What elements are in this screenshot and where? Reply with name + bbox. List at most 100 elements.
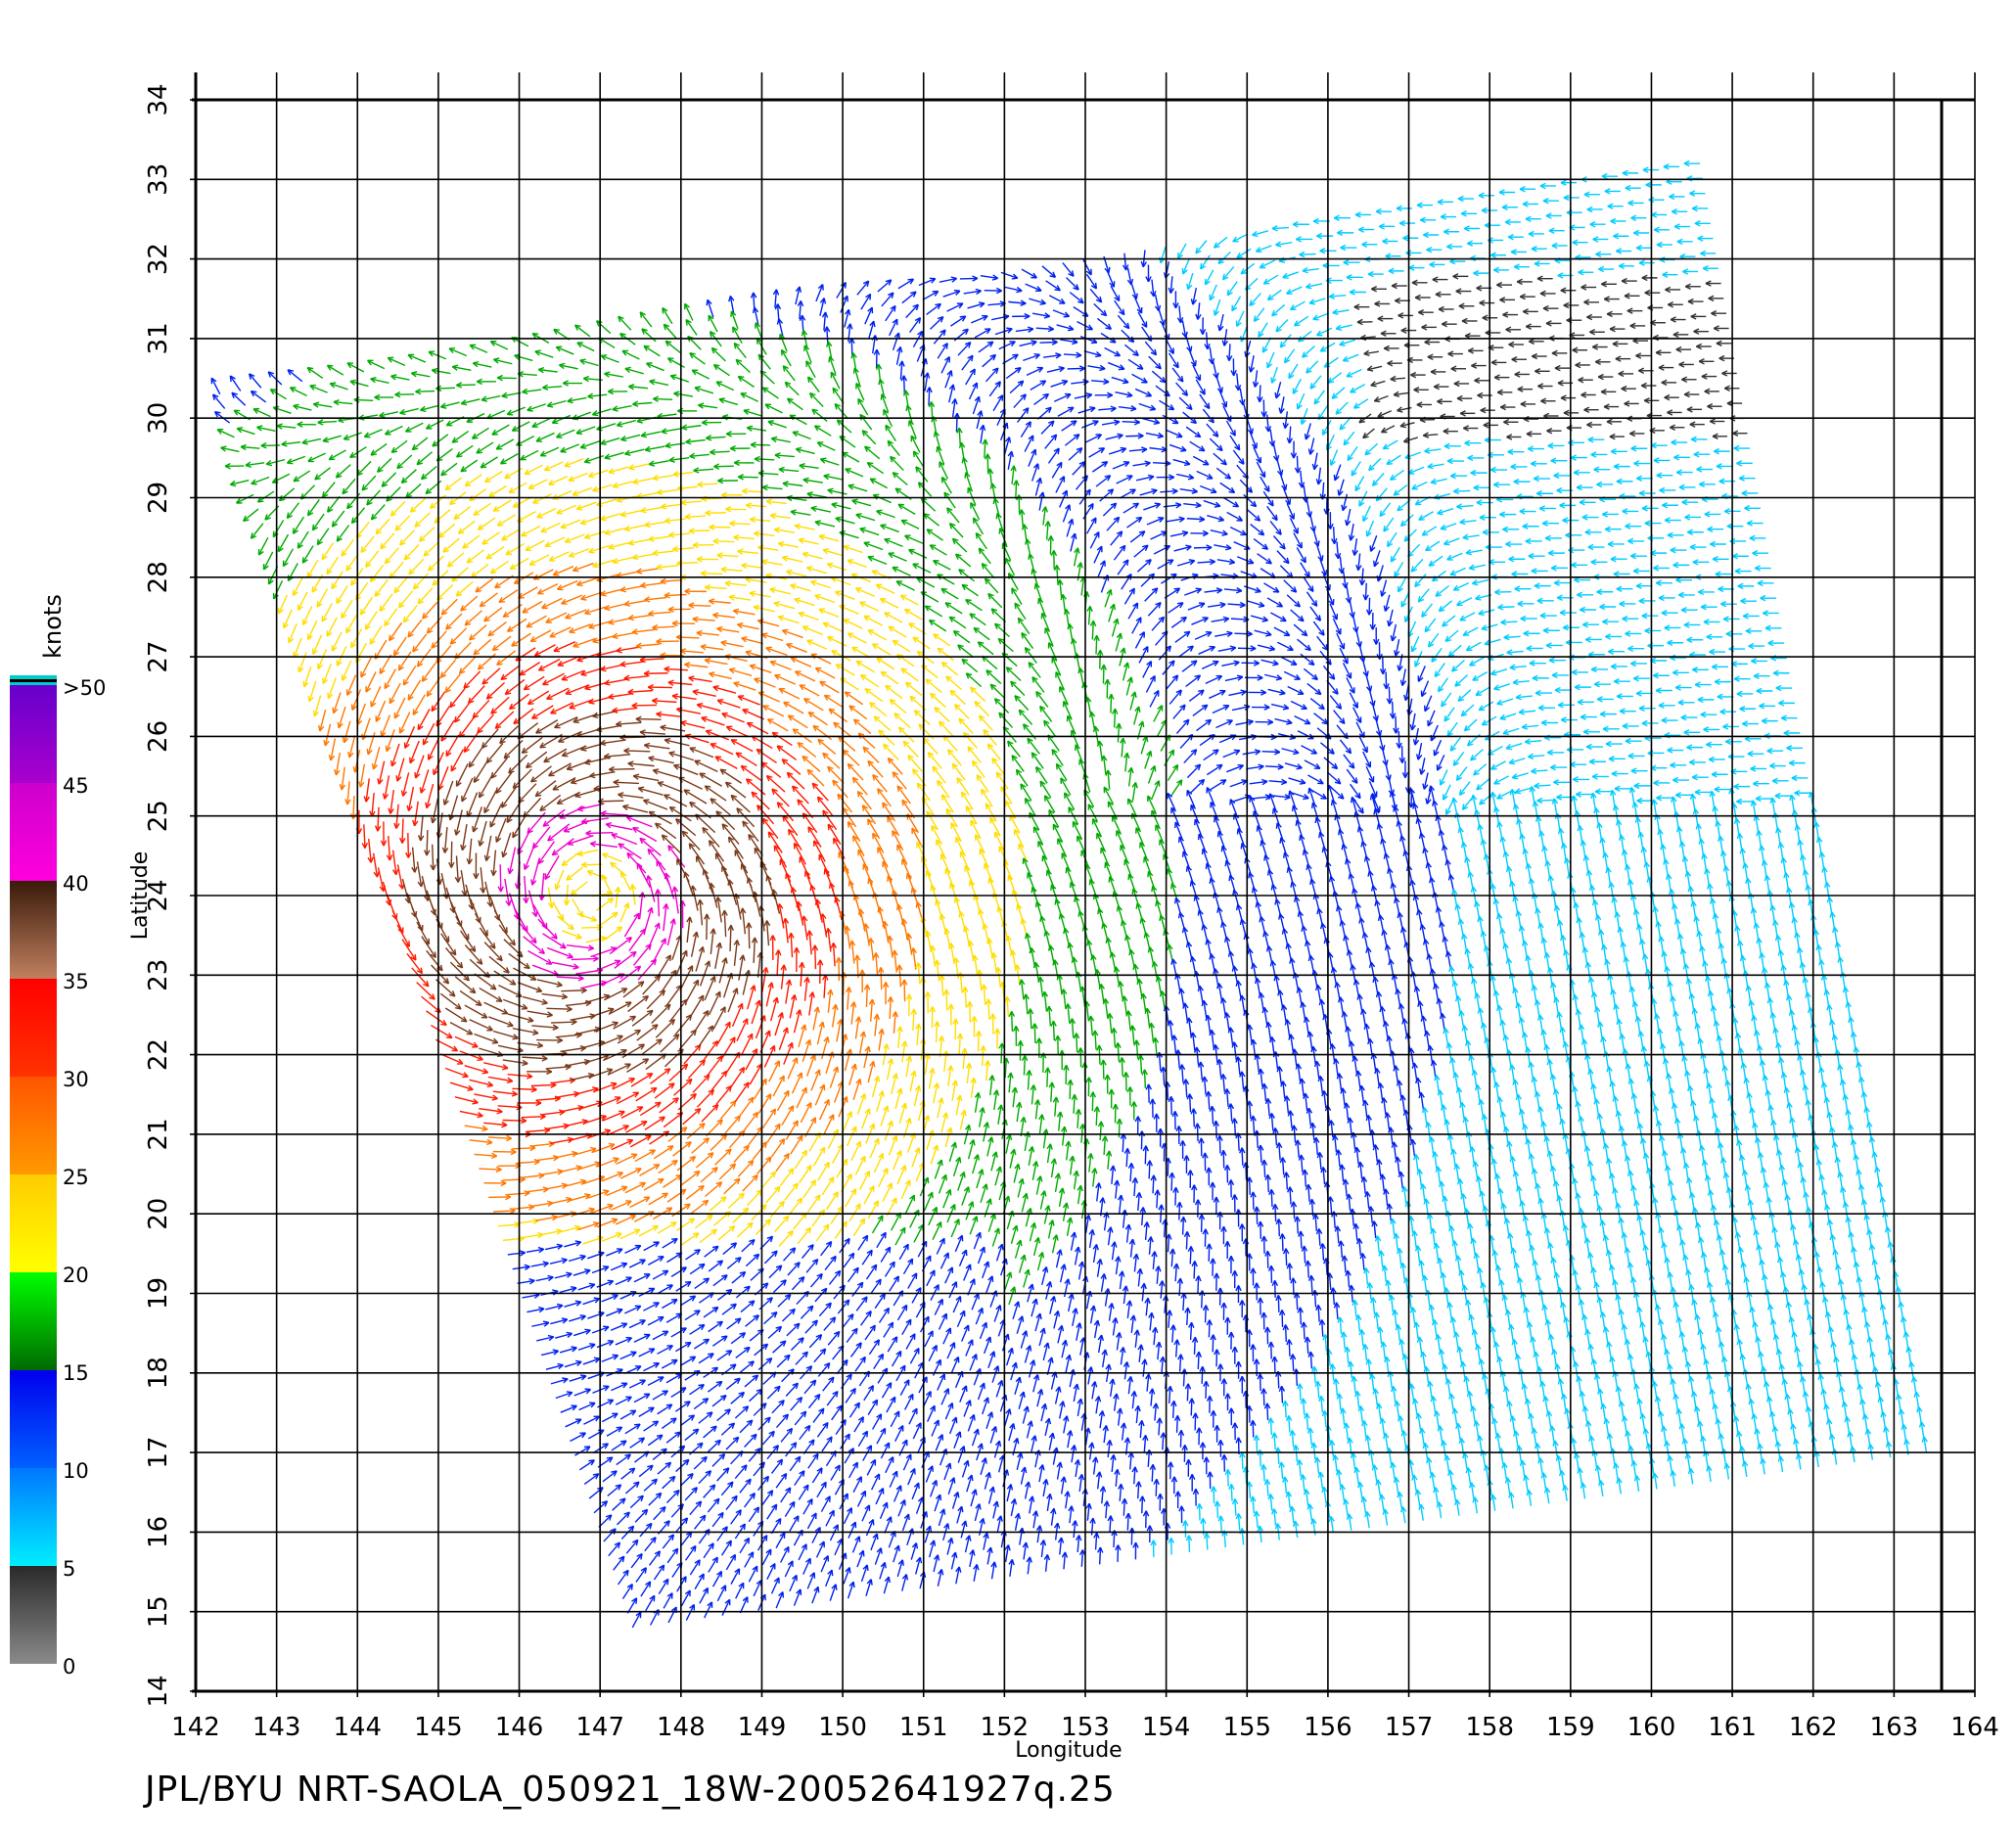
wind-vector	[1349, 1041, 1353, 1058]
wind-vector	[885, 538, 903, 546]
wind-vector	[910, 318, 921, 333]
wind-vector	[722, 713, 745, 722]
wind-vector	[337, 526, 348, 541]
wind-vector	[1189, 350, 1196, 366]
wind-vector	[569, 549, 589, 557]
wind-vector	[1217, 1288, 1222, 1306]
wind-vector	[993, 1501, 998, 1518]
wind-vector	[1267, 506, 1277, 520]
wind-vector	[406, 483, 421, 497]
wind-vector	[856, 514, 875, 521]
wind-vector	[939, 277, 957, 282]
wind-vector	[973, 1429, 979, 1446]
wind-vector	[1334, 1059, 1339, 1077]
wind-vector	[1167, 1234, 1171, 1252]
wind-vector	[880, 1562, 886, 1579]
wind-vector	[1377, 991, 1382, 1008]
wind-vector	[294, 471, 310, 482]
wind-vector	[831, 372, 840, 389]
wind-vector	[733, 1208, 749, 1222]
wind-vector	[981, 1184, 987, 1203]
wind-vector	[964, 1265, 971, 1281]
wind-vector	[938, 1569, 942, 1586]
wind-vector	[733, 327, 742, 344]
wind-vector	[620, 662, 644, 667]
wind-vector	[975, 1092, 980, 1112]
wind-vector	[1280, 1310, 1285, 1326]
wind-vector	[364, 430, 382, 437]
wind-vector	[653, 1449, 666, 1459]
wind-vector	[1387, 1035, 1392, 1052]
wind-vector	[1305, 760, 1320, 768]
wind-vector	[1419, 1261, 1424, 1277]
wind-vector	[675, 1402, 690, 1411]
wind-vector	[1237, 828, 1244, 845]
wind-vector	[555, 1212, 576, 1218]
wind-vector	[1104, 1213, 1109, 1231]
wind-vector	[734, 682, 756, 690]
wind-vector	[211, 378, 220, 394]
wind-vector	[676, 1282, 691, 1292]
wind-vector	[1185, 1308, 1190, 1325]
wind-vector	[807, 1513, 816, 1529]
wind-vector	[888, 1337, 896, 1352]
wind-vector	[921, 1316, 929, 1332]
wind-vector	[1087, 274, 1097, 289]
wind-vector	[839, 736, 855, 751]
wind-vector	[1236, 719, 1254, 724]
wind-vector	[1197, 471, 1213, 479]
wind-vector	[690, 748, 713, 758]
wind-vector	[877, 658, 894, 669]
wind-vector	[1077, 1399, 1082, 1416]
wind-vector	[974, 1564, 979, 1581]
wind-vector	[1266, 1022, 1271, 1039]
wind-vector	[1254, 1511, 1259, 1528]
wind-vector	[805, 1320, 817, 1333]
wind-vector	[671, 1446, 685, 1457]
wind-vector	[788, 1263, 800, 1275]
wind-vector	[708, 1498, 718, 1512]
wind-vector	[690, 995, 704, 1018]
wind-vector	[782, 1369, 795, 1382]
wind-vector	[460, 1111, 482, 1117]
wind-vector	[1303, 1170, 1307, 1187]
wind-vector	[343, 479, 355, 493]
wind-vector	[1310, 699, 1324, 710]
wind-vector	[1089, 1443, 1094, 1460]
wind-vector	[685, 734, 709, 743]
wind-vector	[607, 1186, 627, 1195]
wind-vector	[1315, 1061, 1320, 1079]
wind-vector	[1040, 1191, 1045, 1210]
wind-vector	[881, 1247, 890, 1262]
wind-vector	[1090, 1306, 1095, 1323]
wind-vector	[532, 965, 558, 975]
wind-vector	[1380, 1418, 1385, 1435]
wind-vector	[455, 809, 462, 835]
wind-vector	[536, 720, 558, 733]
wind-vector	[647, 990, 664, 1009]
wind-vector	[680, 1357, 695, 1365]
wind-vector	[523, 996, 547, 1004]
wind-vector	[622, 1585, 632, 1599]
wind-vector	[1129, 447, 1147, 452]
wind-vector	[757, 1157, 771, 1173]
wind-vector	[742, 563, 762, 568]
wind-vector	[994, 1306, 1001, 1322]
wind-vector	[653, 476, 672, 481]
wind-vector	[1211, 780, 1226, 790]
wind-vector	[1365, 1511, 1370, 1528]
wind-vector	[758, 1094, 771, 1114]
wind-vector	[1039, 1465, 1044, 1483]
wind-vector	[686, 439, 706, 444]
wind-vector	[1223, 497, 1238, 506]
wind-vector	[427, 1011, 447, 1026]
wind-vector	[741, 393, 758, 401]
wind-vector	[835, 1539, 842, 1554]
wind-vector	[1279, 1462, 1284, 1479]
wind-vector	[578, 1101, 602, 1109]
wind-vector	[700, 773, 722, 786]
wind-vector	[947, 303, 963, 311]
wind-vector	[1011, 950, 1016, 970]
wind-vector	[898, 1499, 905, 1516]
wind-vector	[723, 1243, 737, 1255]
